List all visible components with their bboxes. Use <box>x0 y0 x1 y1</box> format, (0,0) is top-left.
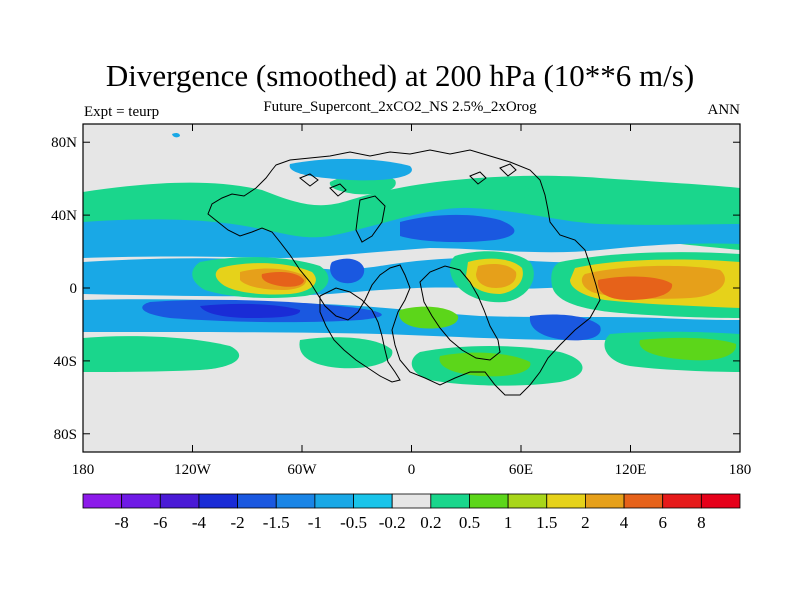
colorbar-swatch <box>391 493 432 509</box>
continent-north <box>207 149 601 396</box>
colorbar-swatch <box>159 493 200 509</box>
y-tick-label: 40S <box>54 354 77 370</box>
y-tick-label: 80N <box>51 135 77 151</box>
colorbar-swatch <box>82 493 123 509</box>
map-title: Divergence (smoothed) at 200 hPa (10**6 … <box>105 58 695 93</box>
x-tick-label: 120W <box>174 462 212 478</box>
colorbar-label: 0.2 <box>420 513 441 532</box>
x-axis: 180 120W 60W 0 60E 120E 180 <box>72 124 752 478</box>
continent-west-peninsula <box>355 195 386 243</box>
colorbar-swatch <box>237 493 277 509</box>
colorbar-swatch <box>121 493 161 509</box>
field-band-south-lime <box>439 352 531 377</box>
colorbar-swatch <box>198 493 238 509</box>
colorbar-swatch <box>275 493 316 509</box>
field-pacific-red <box>597 276 673 300</box>
colorbar-label: -0.2 <box>379 513 406 532</box>
field-africa-orange <box>476 264 517 288</box>
field-band-north-darkblue <box>400 214 515 243</box>
colorbar-label: 1 <box>504 513 513 532</box>
colorbar-label: -4 <box>192 513 207 532</box>
field-band-north-green-3 <box>429 179 531 202</box>
colorbar-label: -1.5 <box>263 513 290 532</box>
map-plot-area <box>82 123 741 453</box>
colorbar-label: 6 <box>658 513 667 532</box>
field-band-south-lime-2 <box>639 337 737 361</box>
colorbar-label: -1 <box>308 513 322 532</box>
season-label: ANN <box>707 102 741 118</box>
colorbar-swatch <box>662 493 702 509</box>
x-tick-label: 60E <box>509 462 533 478</box>
y-tick-label: 40N <box>51 208 77 224</box>
colorbar-label: 0.5 <box>459 513 480 532</box>
field-arctic-blue <box>289 158 412 181</box>
field-band-south-green-2 <box>299 337 393 369</box>
field-band-south-navy <box>200 303 301 318</box>
y-tick-label: 0 <box>70 281 78 297</box>
colorbar-label: 4 <box>620 513 629 532</box>
colorbar-swatch <box>353 493 393 509</box>
colorbar-label: 8 <box>697 513 706 532</box>
colorbar-label: -2 <box>231 513 245 532</box>
x-tick-label: 120E <box>615 462 647 478</box>
experiment-label: Expt = teurp <box>84 104 160 120</box>
colorbar-swatch <box>314 493 354 509</box>
continent-outlines <box>207 149 601 396</box>
colorbar-swatch <box>585 493 625 509</box>
divergence-field <box>83 132 740 386</box>
map-subtitle: Future_Supercont_2xCO2_NS 2.5%_2xOrog <box>263 99 537 115</box>
field-band-south-green <box>83 336 240 372</box>
colorbar-swatch <box>546 493 586 509</box>
field-amazon-blue <box>330 258 365 284</box>
colorbar: -8 -6 -4 -2 -1.5 -1 -0.5 -0.2 0.2 0.5 1 1.5 2 4 6 8 <box>82 493 741 532</box>
continent-south-america <box>319 287 401 383</box>
colorbar-swatch <box>507 493 548 509</box>
colorbar-swatch <box>623 493 664 509</box>
colorbar-label: -8 <box>115 513 129 532</box>
colorbar-label: -6 <box>153 513 167 532</box>
x-tick-label: 180 <box>72 462 95 478</box>
field-band-south-darkblue-2 <box>529 314 601 341</box>
colorbar-label: 1.5 <box>536 513 557 532</box>
y-tick-label: 80S <box>54 427 77 443</box>
continent-arctic-islands <box>299 163 517 197</box>
x-tick-label: 0 <box>408 462 416 478</box>
colorbar-swatch <box>700 493 741 509</box>
colorbar-swatch <box>469 493 509 509</box>
field-band-south-lime-3 <box>398 306 459 329</box>
x-tick-label: 180 <box>729 462 752 478</box>
field-equatorial-red <box>261 272 304 287</box>
field-spot-cyan <box>172 132 180 138</box>
colorbar-swatch <box>430 493 470 509</box>
colorbar-label: -0.5 <box>340 513 367 532</box>
x-tick-label: 60W <box>287 462 317 478</box>
y-axis: 80N 40N 0 40S 80S <box>51 135 740 443</box>
continent-inner-sea <box>419 265 501 361</box>
colorbar-label: 2 <box>581 513 590 532</box>
